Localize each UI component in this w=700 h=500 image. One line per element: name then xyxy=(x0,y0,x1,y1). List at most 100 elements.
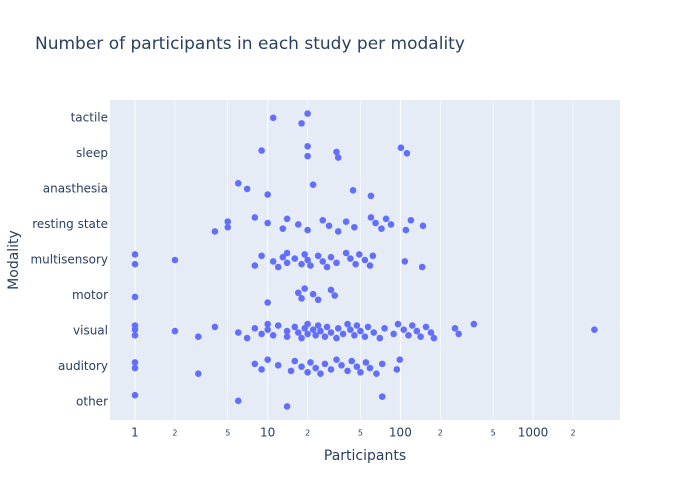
x-tick-label: 1000 xyxy=(518,426,549,440)
data-point xyxy=(304,330,311,338)
data-point xyxy=(301,285,308,292)
data-point xyxy=(224,218,232,225)
data-point xyxy=(291,323,299,331)
data-point xyxy=(353,322,361,329)
data-point xyxy=(331,292,339,299)
data-point xyxy=(264,299,271,306)
data-point xyxy=(402,226,410,234)
data-point xyxy=(251,214,259,221)
data-point xyxy=(274,263,282,271)
data-point xyxy=(171,327,179,335)
data-point xyxy=(131,391,139,399)
data-point xyxy=(234,397,242,405)
y-tick-label: anasthesia xyxy=(43,181,108,195)
data-point xyxy=(367,214,375,221)
data-point xyxy=(378,225,385,232)
data-point xyxy=(342,218,350,225)
x-tick-label: 1 xyxy=(131,426,139,440)
data-point xyxy=(405,332,412,339)
data-point xyxy=(347,326,354,334)
data-point xyxy=(344,367,351,375)
x-tick-label: 10 xyxy=(260,426,275,440)
y-tick-label: resting state xyxy=(32,217,108,231)
data-point xyxy=(353,363,361,370)
data-point xyxy=(304,256,311,264)
data-point xyxy=(400,326,408,334)
data-point xyxy=(327,366,335,373)
data-point xyxy=(304,143,311,150)
data-point xyxy=(294,221,302,228)
data-point xyxy=(323,263,331,271)
data-point xyxy=(344,320,351,328)
data-point xyxy=(264,219,271,227)
data-point xyxy=(327,286,335,294)
data-point xyxy=(298,120,305,127)
data-point xyxy=(369,252,377,260)
data-point xyxy=(269,114,277,122)
y-tick-label: auditory xyxy=(58,359,108,373)
data-point xyxy=(312,364,319,372)
data-point xyxy=(348,357,356,365)
data-point xyxy=(243,334,251,342)
data-point xyxy=(451,325,459,332)
data-point xyxy=(243,185,251,193)
data-point xyxy=(321,333,329,341)
data-point xyxy=(309,181,317,188)
data-point xyxy=(251,262,259,269)
data-point xyxy=(312,332,319,339)
data-point xyxy=(366,364,374,372)
data-point xyxy=(304,226,311,234)
data-point xyxy=(409,322,416,329)
data-point xyxy=(258,252,265,260)
data-point xyxy=(378,393,386,400)
data-point xyxy=(321,360,329,368)
data-point xyxy=(258,330,265,338)
x-axis-label: Participants xyxy=(324,448,406,464)
data-point xyxy=(283,333,291,341)
data-point xyxy=(370,329,378,336)
y-tick-label: sleep xyxy=(76,146,108,160)
data-point xyxy=(319,258,327,265)
data-point xyxy=(317,327,324,335)
data-point xyxy=(314,296,322,304)
x-tick-label: 2 xyxy=(570,429,575,438)
data-point xyxy=(269,258,277,265)
data-point xyxy=(291,255,299,262)
data-point xyxy=(264,320,271,328)
x-tick-label: 100 xyxy=(389,426,412,440)
data-point xyxy=(419,222,427,230)
data-point xyxy=(591,326,598,334)
data-point xyxy=(298,363,305,370)
data-point xyxy=(362,359,370,366)
data-point xyxy=(264,326,271,334)
data-point xyxy=(131,322,139,329)
data-point xyxy=(294,329,302,336)
data-point xyxy=(397,144,405,152)
data-point xyxy=(390,330,397,338)
data-point xyxy=(352,260,359,268)
data-point xyxy=(455,330,462,338)
data-point xyxy=(334,228,342,235)
data-point xyxy=(234,179,242,187)
data-point xyxy=(373,370,380,377)
data-point xyxy=(274,322,282,329)
data-point xyxy=(314,322,322,329)
data-point xyxy=(269,332,277,339)
data-point xyxy=(264,191,271,198)
data-point xyxy=(387,221,395,228)
data-point xyxy=(304,320,311,328)
data-point xyxy=(301,251,308,258)
data-point xyxy=(366,262,374,269)
x-tick-label: 5 xyxy=(358,429,363,438)
data-point xyxy=(382,215,390,223)
data-point xyxy=(258,147,265,154)
data-point xyxy=(357,368,364,376)
data-point xyxy=(334,154,342,161)
data-point xyxy=(279,225,287,232)
data-point xyxy=(291,357,299,365)
data-point xyxy=(333,259,340,267)
data-point xyxy=(211,323,219,331)
data-point xyxy=(361,256,369,264)
data-point xyxy=(422,323,430,331)
